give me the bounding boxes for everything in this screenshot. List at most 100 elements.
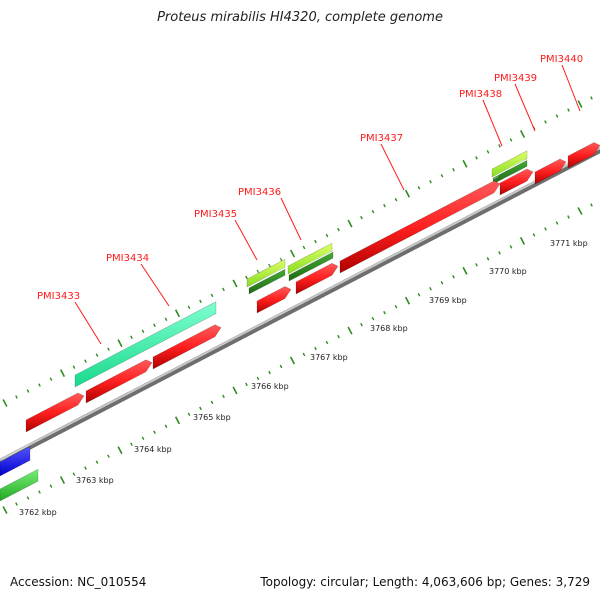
outer-tick <box>590 96 593 100</box>
outer-tick <box>164 317 168 322</box>
inner-tick <box>371 316 375 321</box>
outer-tick <box>84 359 87 363</box>
gene-label-pmi3440[interactable]: PMI3440 <box>540 54 583 65</box>
inner-tick <box>15 502 18 506</box>
outer-tick <box>440 174 444 178</box>
leader-line-pmi3437 <box>380 143 405 191</box>
gene-label-pmi3439[interactable]: PMI3439 <box>494 73 537 84</box>
topology-value: circular <box>320 575 365 589</box>
cds-pmi3439[interactable] <box>534 152 567 185</box>
inner-tick <box>314 346 317 351</box>
length-value: 4,063,606 bp <box>421 575 502 589</box>
leader-line-pmi3433 <box>74 301 102 345</box>
inner-tick <box>544 227 547 231</box>
inner-tick <box>59 476 66 485</box>
gene-label-pmi3437[interactable]: PMI3437 <box>360 133 403 144</box>
gene-label-pmi3435[interactable]: PMI3435 <box>194 209 237 220</box>
outer-tick <box>289 249 296 258</box>
gene-pmi3435-lime[interactable] <box>246 256 286 288</box>
feature-blue[interactable] <box>0 443 31 477</box>
inner-tick <box>210 400 214 405</box>
inner-tick <box>95 460 99 464</box>
outer-tick <box>498 144 501 148</box>
gene-pmi3436-dark[interactable] <box>288 249 334 282</box>
genome-summary: Topology: circular; Length: 4,063,606 bp… <box>260 575 590 589</box>
cds-pmi3435[interactable] <box>256 280 292 314</box>
outer-tick <box>174 309 181 318</box>
outer-tick <box>107 347 110 351</box>
inner-tick <box>394 304 398 309</box>
genes-label: Genes: <box>509 575 552 589</box>
inner-tick <box>268 370 271 375</box>
inner-tick <box>302 352 306 357</box>
inner-tick <box>174 416 181 425</box>
inner-tick <box>2 506 8 514</box>
outer-tick <box>475 156 478 160</box>
inner-tick <box>440 281 444 285</box>
outer-tick <box>429 179 432 184</box>
inner-tick <box>383 310 386 315</box>
inner-tick <box>325 340 329 345</box>
topology-label: Topology: <box>260 575 317 589</box>
inner-tick <box>462 266 468 275</box>
inner-tick <box>117 446 123 455</box>
inner-tick <box>577 207 583 215</box>
outer-tick <box>383 203 386 208</box>
leader-line-pmi3434 <box>140 263 170 307</box>
cds-pmi3434b[interactable] <box>152 318 222 370</box>
feature-green[interactable] <box>0 466 39 502</box>
outer-tick <box>26 389 30 393</box>
kbp-label-3771: 3771 kbp <box>550 239 588 248</box>
outer-tick <box>95 353 99 357</box>
gene-label-pmi3434[interactable]: PMI3434 <box>106 253 149 264</box>
outer-tick <box>544 120 547 124</box>
cds-pmi3434[interactable] <box>85 353 153 404</box>
kbp-label-3766: 3766 kbp <box>251 382 289 391</box>
outer-tick <box>314 239 317 244</box>
gene-label-pmi3438[interactable]: PMI3438 <box>459 89 502 100</box>
inner-tick <box>555 221 559 225</box>
inner-tick <box>38 490 41 494</box>
gene-pmi3438-lime[interactable] <box>491 147 528 178</box>
inner-tick <box>519 236 526 245</box>
kbp-label-3765: 3765 kbp <box>193 413 231 422</box>
outer-tick <box>394 197 398 202</box>
leader-line-pmi3435 <box>234 219 258 261</box>
leader-line-pmi3438 <box>482 99 503 147</box>
genome-backbone <box>0 147 600 465</box>
cds-pmi3436[interactable] <box>295 257 339 295</box>
outer-tick <box>417 185 421 190</box>
leader-line-pmi3439 <box>514 83 536 132</box>
kbp-axis-labels: 3762 kbp 3763 kbp 3764 kbp 3765 kbp 3766… <box>19 239 588 517</box>
cds-pmi3438[interactable] <box>499 162 534 196</box>
cds-pmi3440[interactable] <box>567 136 600 169</box>
inner-tick <box>417 292 421 297</box>
gene-label-pmi3433[interactable]: PMI3433 <box>37 291 80 302</box>
inner-tick <box>245 382 248 387</box>
gene-pmi3436-lime[interactable] <box>287 240 333 275</box>
rna-gene-pmi3434[interactable] <box>74 298 217 388</box>
outer-tick <box>509 138 513 142</box>
inner-tick <box>429 286 432 291</box>
outer-tick <box>222 287 225 292</box>
gene-pmi3435-dark[interactable] <box>248 266 286 295</box>
inner-tick <box>567 215 570 219</box>
inner-tick <box>153 430 156 435</box>
map-title: Proteus mirabilis HI4320, complete genom… <box>157 10 443 25</box>
leader-line-pmi3440 <box>561 64 581 112</box>
inner-tick <box>130 442 133 446</box>
cds-pmi3433[interactable] <box>25 386 85 433</box>
outer-tick <box>72 365 76 369</box>
outer-tick <box>325 233 329 238</box>
outer-tick <box>462 159 468 168</box>
outer-tick <box>404 189 411 198</box>
inner-tick <box>590 203 593 207</box>
outer-tick <box>15 395 18 399</box>
cds-pmi3437[interactable] <box>339 174 501 274</box>
inner-tick <box>84 466 87 470</box>
inner-tick <box>475 263 478 267</box>
gene-label-pmi3436[interactable]: PMI3436 <box>238 187 281 198</box>
inner-tick <box>486 257 490 261</box>
outer-tick <box>555 114 559 118</box>
